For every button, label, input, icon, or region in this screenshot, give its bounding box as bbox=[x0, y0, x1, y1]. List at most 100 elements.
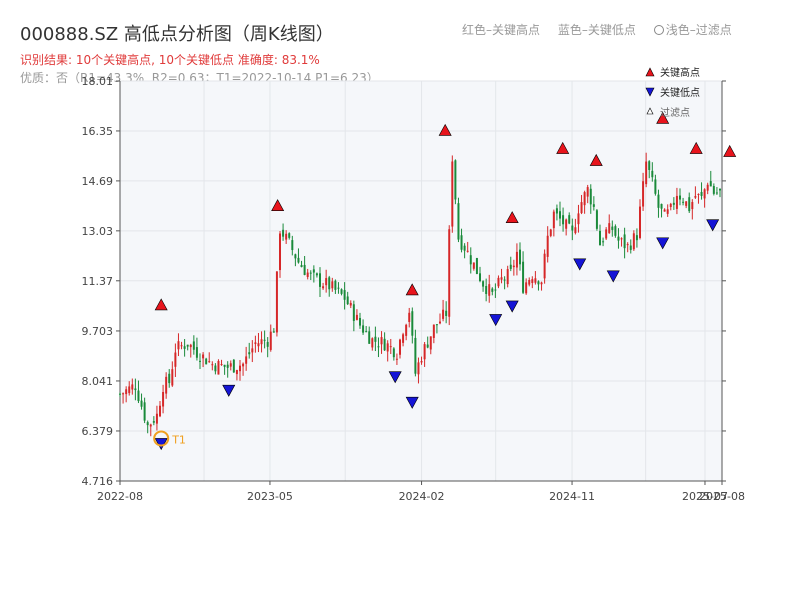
candle-body bbox=[355, 314, 358, 320]
candle-body bbox=[629, 245, 632, 250]
y-tick-label: 13.03 bbox=[82, 225, 114, 238]
candle-body bbox=[469, 255, 472, 265]
legend-label: 关键低点 bbox=[660, 86, 700, 99]
candle-body bbox=[614, 226, 617, 236]
candle-body bbox=[574, 227, 577, 234]
candle-body bbox=[131, 384, 134, 390]
candle-body bbox=[703, 189, 706, 199]
candle-body bbox=[380, 337, 383, 345]
x-tick-label: 2023-05 bbox=[247, 490, 293, 503]
chart-title: 000888.SZ 高低点分析图（周K线图） bbox=[20, 24, 334, 45]
candle-body bbox=[288, 233, 291, 238]
candle-body bbox=[685, 201, 688, 206]
candle-body bbox=[205, 358, 208, 365]
candle-body bbox=[426, 344, 429, 348]
candle-body bbox=[285, 233, 288, 240]
candle-body bbox=[165, 376, 168, 394]
candle-body bbox=[549, 229, 552, 236]
candle-body bbox=[666, 209, 669, 214]
candle-body bbox=[168, 373, 171, 384]
candle-body bbox=[211, 364, 214, 366]
candle-body bbox=[432, 324, 435, 338]
key-low-marker bbox=[489, 314, 503, 327]
candle-body bbox=[352, 304, 355, 321]
candle-body bbox=[435, 324, 438, 326]
candle-body bbox=[202, 354, 205, 359]
candle-body bbox=[395, 358, 398, 360]
candle-body bbox=[525, 282, 528, 294]
candle-body bbox=[663, 209, 666, 212]
candle-body bbox=[306, 272, 309, 277]
key-high-marker bbox=[438, 123, 452, 136]
key-low-marker bbox=[656, 237, 670, 250]
candle-body bbox=[445, 310, 448, 316]
candle-body bbox=[448, 229, 451, 317]
candle-body bbox=[586, 187, 589, 197]
candle-body bbox=[571, 225, 574, 231]
candle-body bbox=[275, 271, 278, 333]
candle-body bbox=[472, 262, 475, 269]
y-tick-label: 14.69 bbox=[82, 175, 114, 188]
candle-body bbox=[232, 359, 235, 373]
candle-body bbox=[392, 348, 395, 358]
key-low-marker bbox=[573, 258, 587, 271]
candle-body bbox=[503, 279, 506, 281]
candle-body bbox=[672, 202, 675, 205]
key-low-marker bbox=[405, 396, 419, 409]
candle-body bbox=[155, 413, 158, 424]
candle-body bbox=[254, 342, 257, 344]
candle-body bbox=[512, 265, 515, 268]
candle-body bbox=[257, 343, 260, 347]
candle-body bbox=[189, 344, 192, 348]
candle-body bbox=[359, 317, 361, 326]
key-high-marker bbox=[154, 298, 168, 311]
x-tick-label: 2022-08 bbox=[97, 490, 143, 503]
candle-body bbox=[694, 195, 697, 198]
t1-circle bbox=[153, 430, 170, 447]
candle-body bbox=[531, 279, 534, 283]
candle-body bbox=[577, 213, 580, 225]
top-legend-light: 浅色–过滤点 bbox=[653, 23, 732, 37]
candle-body bbox=[454, 160, 457, 200]
candle-body bbox=[669, 203, 672, 207]
key-high-marker bbox=[656, 111, 670, 124]
candle-body bbox=[417, 362, 420, 375]
candle-body bbox=[559, 211, 561, 219]
candle-body bbox=[620, 238, 623, 240]
x-tick-label: 2024-02 bbox=[399, 490, 445, 503]
candle-body bbox=[414, 337, 417, 374]
candle-body bbox=[192, 341, 195, 350]
candle-body bbox=[682, 201, 685, 203]
candle-body bbox=[697, 193, 700, 195]
candle-body bbox=[623, 234, 626, 249]
candle-body bbox=[423, 344, 426, 360]
key-low-marker bbox=[505, 300, 519, 313]
candle-body bbox=[309, 272, 312, 274]
candle-body bbox=[272, 331, 275, 333]
candle-body bbox=[642, 181, 645, 207]
candle-body bbox=[220, 364, 223, 366]
candle-body bbox=[565, 219, 568, 229]
top-legend-red: 红色–关键高点 bbox=[462, 23, 541, 37]
top-legend-blue: 蓝色–关键低点 bbox=[557, 23, 636, 37]
key-high-marker bbox=[505, 211, 519, 224]
candle-body bbox=[248, 352, 251, 355]
candle-body bbox=[592, 204, 595, 207]
candle-body bbox=[568, 215, 571, 224]
legend-marker bbox=[646, 107, 654, 115]
candle-body bbox=[595, 210, 598, 229]
candle-body bbox=[706, 184, 709, 191]
candle-body bbox=[555, 208, 558, 214]
candle-body bbox=[239, 365, 241, 372]
candle-body bbox=[319, 273, 321, 287]
candle-body bbox=[626, 244, 629, 246]
candle-body bbox=[580, 202, 583, 214]
candle-body bbox=[386, 343, 389, 352]
candle-body bbox=[712, 186, 715, 194]
candle-body bbox=[217, 360, 220, 375]
candle-body bbox=[186, 344, 189, 347]
candle-body bbox=[223, 364, 226, 367]
y-tick-label: 18.01 bbox=[82, 75, 114, 88]
candle-body bbox=[651, 170, 654, 178]
